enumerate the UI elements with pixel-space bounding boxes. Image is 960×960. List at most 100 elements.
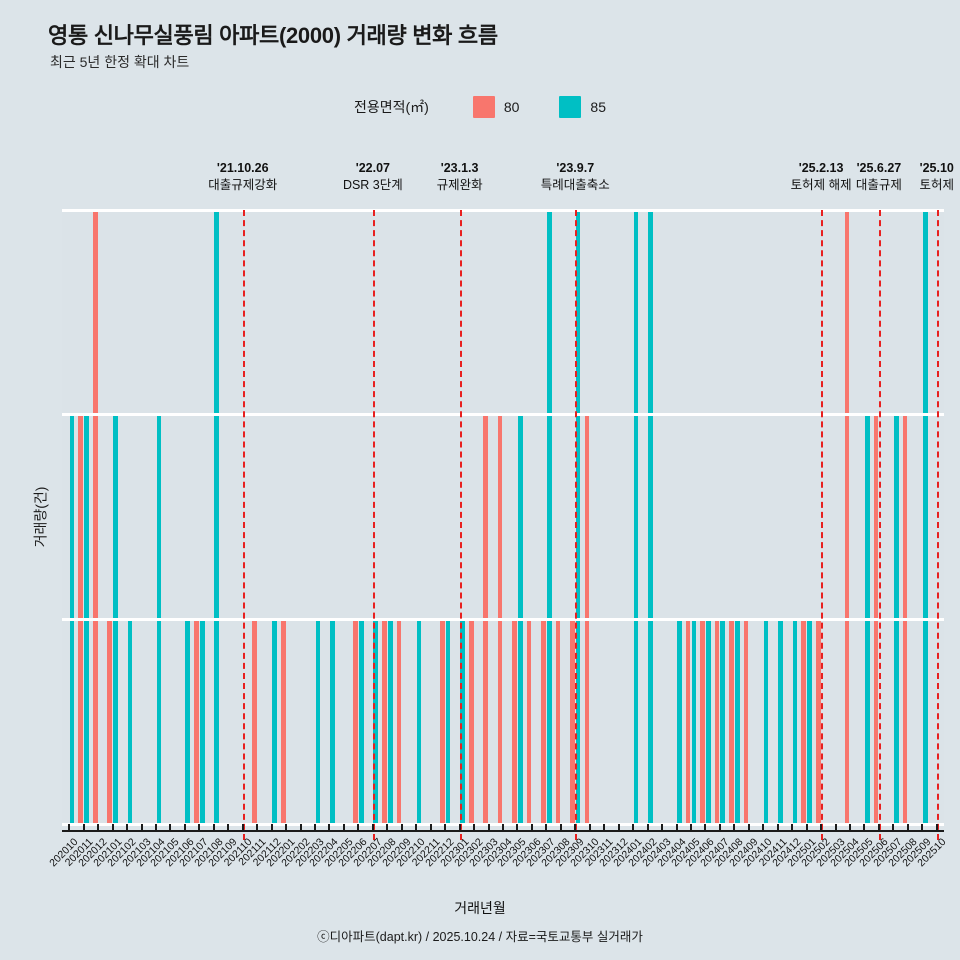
bar[interactable] — [734, 619, 740, 824]
bar[interactable] — [460, 619, 465, 824]
event-date-5: '25.6.27 — [856, 161, 902, 175]
bar[interactable] — [439, 619, 445, 824]
bar[interactable] — [555, 619, 561, 824]
bar[interactable] — [700, 619, 705, 824]
bar[interactable] — [353, 619, 358, 824]
bar[interactable] — [691, 619, 697, 824]
x-tick — [689, 824, 692, 832]
bar[interactable] — [633, 210, 639, 824]
bar[interactable] — [815, 619, 821, 824]
x-tick — [762, 824, 765, 832]
bar[interactable] — [706, 619, 711, 824]
x-tick — [617, 824, 620, 832]
x-tick — [458, 824, 461, 832]
event-label-3: '23.9.7 특례대출축소 — [541, 160, 610, 194]
y-axis-title: 거래량(건) — [32, 486, 49, 548]
legend-item-80[interactable]: 80 — [472, 96, 520, 118]
event-label-2: '23.1.3 규제완화 — [437, 160, 483, 194]
bar[interactable] — [92, 210, 98, 824]
bar[interactable] — [373, 619, 379, 824]
x-tick — [516, 824, 519, 832]
bar[interactable] — [570, 619, 575, 824]
gridline-y-3 — [62, 208, 944, 212]
bar[interactable] — [801, 619, 807, 824]
bar[interactable] — [330, 619, 335, 824]
x-tick — [328, 824, 331, 832]
bar[interactable] — [199, 619, 205, 824]
x-tick — [849, 824, 852, 832]
bar[interactable] — [778, 619, 783, 824]
bar[interactable] — [214, 210, 220, 824]
bar[interactable] — [382, 619, 387, 824]
x-tick — [82, 824, 85, 832]
event-line-1 — [372, 210, 375, 840]
x-tick — [704, 824, 707, 832]
bar[interactable] — [792, 619, 798, 824]
bar[interactable] — [280, 619, 286, 824]
legend-swatch-85 — [559, 96, 582, 118]
x-tick — [747, 824, 750, 832]
legend-swatch-80 — [472, 96, 495, 118]
bar[interactable] — [512, 619, 517, 824]
x-tick — [588, 824, 591, 832]
event-label-4: '25.2.13 토허제 해제 — [791, 160, 852, 194]
legend-item-85[interactable]: 85 — [559, 96, 606, 118]
bar[interactable] — [387, 619, 393, 824]
event-date-2: '23.1.3 — [440, 161, 479, 175]
bar[interactable] — [763, 619, 769, 824]
x-tick — [733, 824, 736, 832]
x-tick — [530, 824, 533, 832]
x-tick — [545, 824, 548, 832]
x-tick — [574, 824, 577, 832]
x-tick — [805, 824, 808, 832]
x-tick — [241, 824, 244, 832]
bar[interactable] — [185, 619, 191, 824]
x-tick — [68, 824, 71, 832]
page-subtitle: 최근 5년 한정 확대 차트 — [50, 54, 190, 70]
legend-title: 전용면적(㎡) — [353, 99, 429, 115]
x-tick — [791, 824, 794, 832]
bar[interactable] — [648, 210, 653, 824]
x-tick — [502, 824, 504, 832]
bar[interactable] — [546, 210, 552, 824]
bar[interactable] — [541, 619, 546, 824]
bar[interactable] — [445, 619, 451, 824]
bar[interactable] — [127, 619, 133, 824]
bar[interactable] — [416, 619, 422, 824]
bar[interactable] — [714, 619, 720, 824]
bar[interactable] — [685, 619, 691, 824]
x-tick — [718, 824, 721, 832]
x-tick — [183, 824, 186, 832]
bar[interactable] — [743, 619, 749, 824]
event-date-6: '25.10 — [919, 161, 954, 175]
legend-label-85: 85 — [590, 99, 606, 115]
event-date-0: '21.10.26 — [216, 161, 269, 175]
bar[interactable] — [272, 619, 277, 824]
x-tick — [906, 824, 909, 832]
bar[interactable] — [807, 619, 812, 824]
x-tick — [140, 824, 143, 832]
x-tick — [921, 824, 924, 832]
event-line-5 — [878, 210, 881, 840]
bar[interactable] — [922, 210, 928, 824]
x-tick — [270, 824, 273, 832]
bar[interactable] — [315, 619, 321, 824]
bar[interactable] — [575, 210, 581, 824]
bar[interactable] — [107, 619, 113, 824]
legend-label-80: 80 — [503, 99, 520, 115]
bar[interactable] — [194, 619, 199, 824]
bar[interactable] — [468, 619, 474, 824]
bar[interactable] — [844, 210, 850, 824]
x-tick — [603, 824, 606, 832]
bar[interactable] — [358, 619, 364, 824]
event-date-3: '23.9.7 — [556, 161, 595, 175]
bar[interactable] — [251, 619, 257, 824]
bar[interactable] — [720, 619, 726, 824]
bar[interactable] — [729, 619, 734, 824]
event-label-6: '25.10 토허제 — [920, 160, 955, 194]
bar[interactable] — [396, 619, 402, 824]
bar[interactable] — [526, 619, 532, 824]
bar[interactable] — [677, 619, 682, 824]
x-tick — [256, 824, 259, 832]
x-tick — [314, 824, 317, 832]
